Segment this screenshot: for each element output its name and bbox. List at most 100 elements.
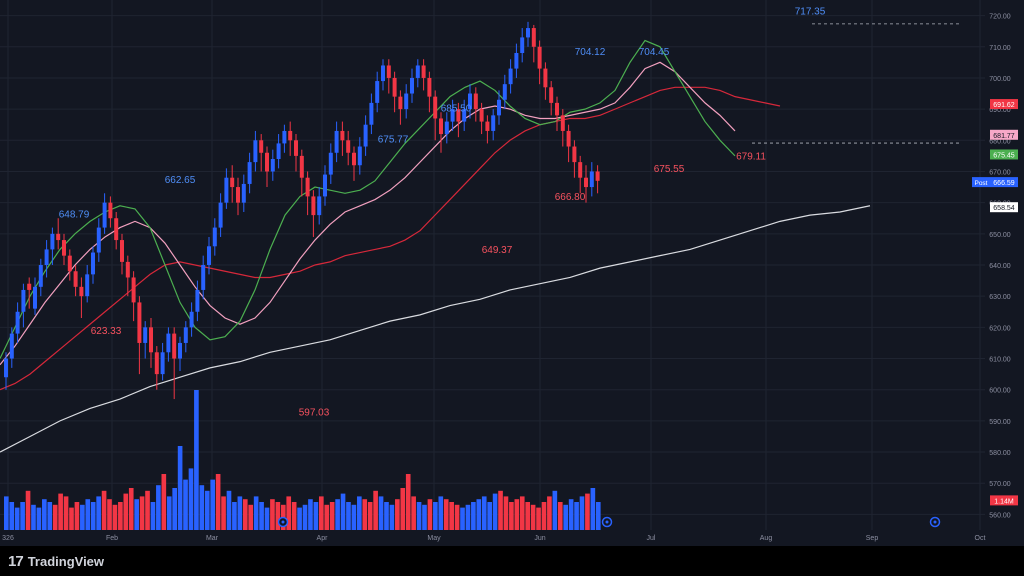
volume-bar — [183, 479, 188, 530]
volume-bar — [568, 499, 574, 530]
candle-body — [392, 77, 397, 97]
volume-bar — [481, 496, 487, 530]
candle-body — [491, 115, 496, 131]
event-marker-dot — [605, 520, 609, 524]
volume-bar — [80, 504, 85, 530]
volume-bar — [161, 474, 167, 530]
candle-body — [96, 227, 101, 253]
volume-bar — [188, 468, 194, 530]
candle-body — [38, 265, 43, 287]
candle-body — [311, 196, 316, 216]
ma-line-pink — [0, 61, 736, 366]
candle-body — [439, 118, 443, 135]
price-tag-bg — [990, 177, 1018, 188]
volume-bar — [150, 502, 156, 530]
volume-bar — [275, 502, 281, 530]
volume-bar — [454, 504, 460, 530]
volume-bar — [329, 502, 335, 530]
price-tag-bg — [990, 202, 1018, 213]
candle-body — [21, 289, 26, 312]
candle-body — [352, 152, 356, 166]
candle-body — [154, 352, 159, 375]
volume-bar — [85, 499, 91, 530]
candle-body — [166, 333, 171, 353]
y-tick-label: 620.00 — [989, 325, 1011, 332]
volume-bar — [389, 504, 395, 530]
candle-body — [456, 109, 461, 122]
volume-bar — [308, 499, 313, 530]
volume-bar — [405, 474, 411, 530]
y-tick-label: 560.00 — [989, 512, 1011, 519]
candle-body — [276, 143, 281, 159]
y-tick-label: 580.00 — [989, 450, 1011, 457]
volume-bar — [449, 502, 454, 530]
high-label: 704.45 — [639, 47, 670, 58]
volume-bar — [47, 502, 53, 530]
volume-bar — [172, 488, 177, 530]
candle-body — [595, 171, 600, 181]
volume-bar — [139, 496, 145, 530]
low-label: 623.33 — [91, 326, 122, 337]
candle-body — [259, 140, 264, 153]
volume-bar — [443, 499, 449, 530]
volume-bar — [20, 502, 25, 530]
price-tag-label: 1.14M — [994, 498, 1014, 505]
candle-body — [526, 28, 530, 38]
x-tick-label: Apr — [317, 535, 329, 542]
candle-body — [282, 130, 287, 144]
candle-body — [398, 96, 403, 110]
volume-bar — [291, 502, 297, 530]
volume-bar — [242, 499, 248, 530]
candle-body — [218, 202, 223, 228]
volume-bar — [471, 502, 476, 530]
volume-bar — [210, 479, 216, 530]
candle-body — [143, 327, 148, 343]
candle-body — [4, 358, 8, 378]
candle-body — [589, 171, 594, 188]
volume-bar — [525, 502, 531, 530]
candle-body — [15, 311, 20, 334]
candle-body — [73, 271, 78, 287]
volume-bar — [74, 502, 80, 530]
x-tick-label: Sep — [866, 535, 879, 542]
volume-bar — [416, 502, 422, 530]
x-tick-label: Mar — [206, 535, 219, 542]
volume-bar — [574, 502, 579, 530]
candle-body — [160, 352, 165, 375]
candle-body — [543, 68, 548, 88]
tradingview-logo-icon: 17 — [8, 553, 24, 570]
candle-body — [468, 93, 472, 110]
ma-line-red — [0, 86, 781, 391]
candle-body — [340, 130, 345, 141]
ma-line-green — [0, 39, 736, 359]
volume-bar — [547, 496, 552, 530]
tradingview-logo[interactable]: 17 TradingView — [8, 553, 104, 570]
volume-bar — [476, 499, 482, 530]
volume-bar — [194, 390, 199, 530]
volume-bar — [340, 493, 346, 530]
volume-bar — [536, 507, 541, 530]
price-tag-bg — [990, 149, 1018, 160]
candle-body — [531, 28, 536, 47]
volume-bar — [58, 493, 63, 530]
candle-body — [265, 152, 269, 172]
candle-body — [462, 109, 467, 122]
volume-bar — [460, 507, 465, 530]
event-marker-dot — [281, 520, 285, 524]
low-label: 597.03 — [299, 407, 330, 418]
volume-bar — [134, 499, 139, 530]
y-tick-label: 600.00 — [989, 388, 1011, 395]
volume-bar — [433, 502, 438, 530]
candle-body — [79, 286, 84, 297]
volume-bar — [346, 502, 351, 530]
x-tick-label: Oct — [975, 535, 986, 542]
x-tick-label: May — [427, 535, 441, 542]
candle-body — [299, 155, 304, 178]
candle-body — [369, 102, 374, 125]
volume-bar — [270, 499, 275, 530]
candle-body — [549, 87, 554, 103]
high-label: 717.35 — [795, 7, 826, 18]
candle-body — [253, 140, 258, 163]
volume-bar — [563, 504, 569, 530]
